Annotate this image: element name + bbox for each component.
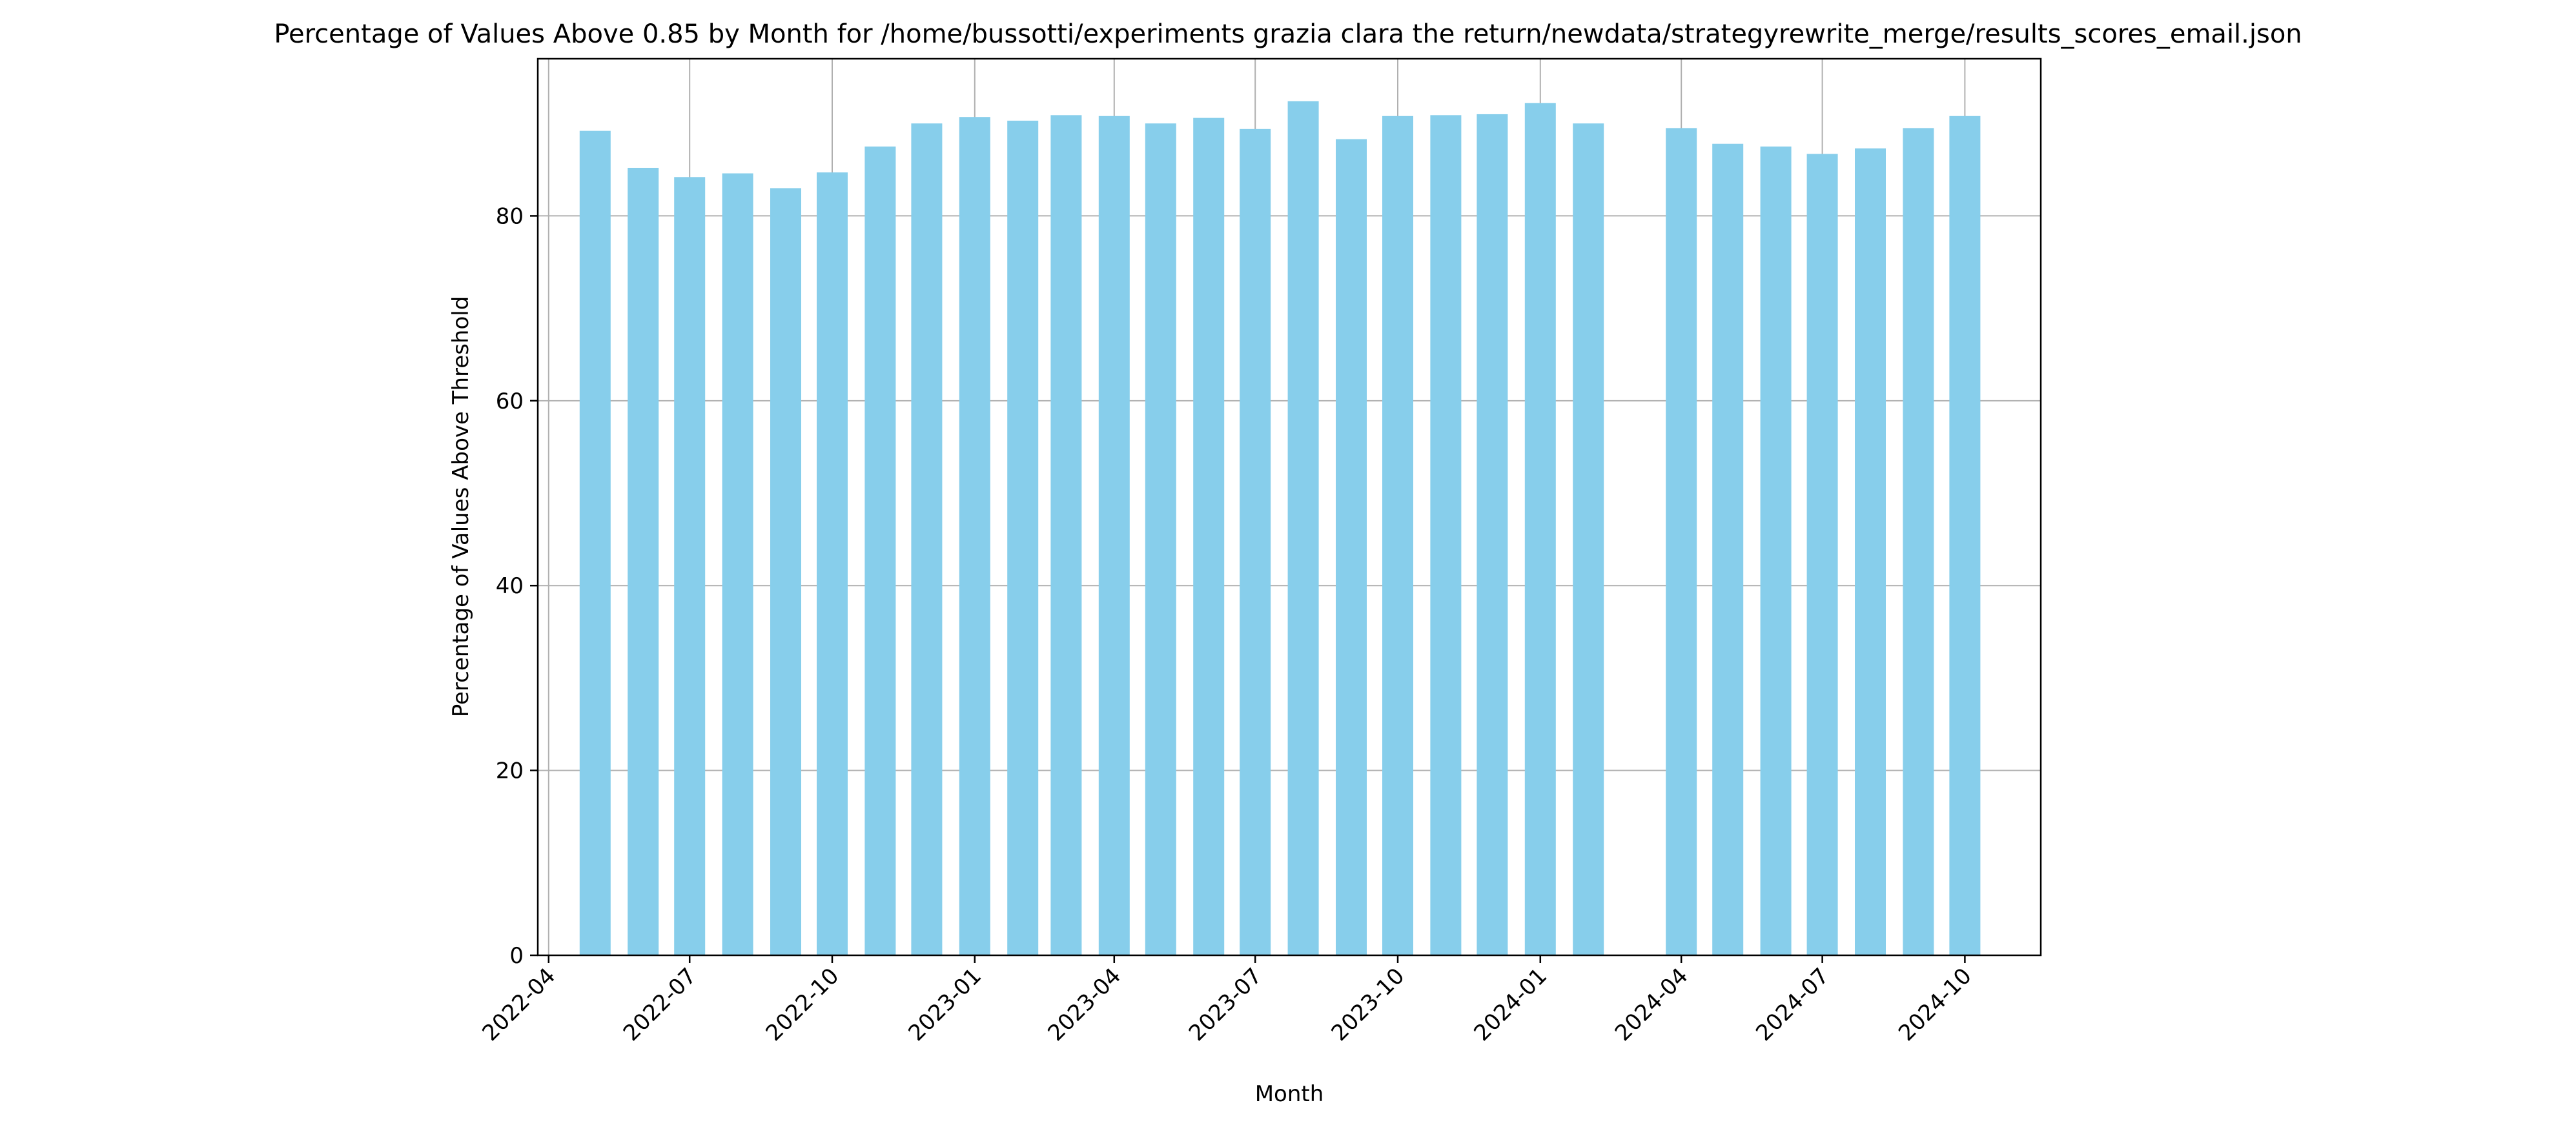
bar-2023-12 [1477,114,1508,956]
bar-2023-05 [1145,123,1176,956]
bar-2024-01 [1524,103,1556,956]
bar-2022-07 [674,177,706,955]
bar-2024-06 [1760,147,1792,955]
y-tick-label: 0 [509,943,524,969]
plot-frame [537,57,2042,957]
bar-2023-02 [1007,120,1039,955]
y-tick-label: 60 [496,389,524,414]
bar-2024-04 [1666,128,1697,955]
x-tick-label: 2023-07 [1184,963,1267,1046]
bar-2024-09 [1903,128,1934,955]
x-axis-label: Month [1255,1081,1324,1107]
y-axis-label: Percentage of Values Above Threshold [448,296,474,718]
x-tick-label: 2023-01 [903,963,986,1046]
bar-2024-05 [1712,143,1744,955]
bar-2023-06 [1193,117,1225,955]
y-axis-ticks: 0 20 40 60 80 [496,203,538,969]
bar-2024-07 [1806,154,1838,956]
bar-2023-09 [1336,139,1367,955]
x-tick-label: 2024-01 [1469,963,1552,1046]
x-axis-ticks: 2022-04 2022-07 2022-10 2023-01 2023-04 2023-… [477,955,1977,1046]
x-tick-label: 2024-04 [1610,963,1693,1046]
bar-2023-10 [1382,116,1413,955]
bar-2023-03 [1050,115,1082,955]
bar-2023-11 [1430,115,1462,955]
x-tick-label: 2024-07 [1751,963,1834,1046]
y-tick-label: 20 [496,758,524,784]
y-tick-label: 80 [496,203,524,229]
bar-2022-06 [628,167,659,955]
bar-2022-10 [817,172,848,956]
bar-2023-08 [1287,101,1319,955]
chart-title: Percentage of Values Above 0.85 by Month… [274,19,2302,49]
bar-2024-02 [1573,123,1604,956]
x-tick-label: 2022-10 [761,963,844,1046]
x-tick-label: 2023-04 [1043,963,1126,1046]
y-tick-label: 40 [496,573,524,599]
bar-2022-05 [579,130,611,956]
bar-2023-04 [1098,116,1130,955]
x-tick-label: 2022-07 [618,963,702,1046]
bar-2022-11 [864,147,896,955]
x-tick-label: 2024-10 [1894,963,1977,1046]
bar-2022-12 [911,123,943,956]
bar-2022-09 [770,188,801,955]
bars [579,101,1981,956]
bar-2024-10 [1949,116,1981,955]
x-tick-label: 2022-04 [477,963,560,1046]
bar-2023-01 [959,117,990,956]
bar-2023-07 [1240,128,1271,956]
bar-2022-08 [722,173,753,956]
bar-2024-08 [1855,148,1886,955]
x-tick-label: 2023-10 [1327,963,1410,1046]
